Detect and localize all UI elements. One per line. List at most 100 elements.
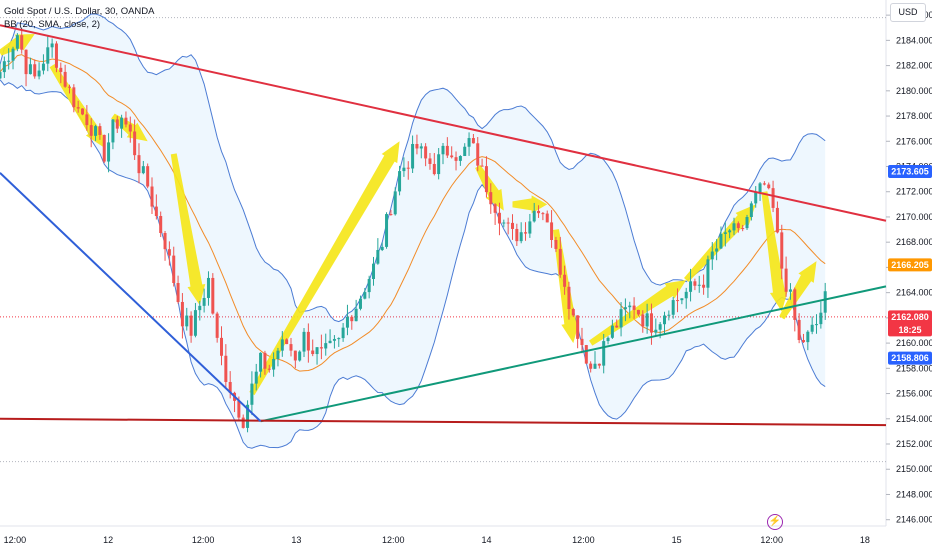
support-trendline (260, 285, 887, 423)
candle-body (202, 297, 206, 306)
y-tick-label: 2168.000 (896, 237, 932, 247)
candle-body (98, 126, 102, 135)
candle-body (615, 325, 619, 328)
candle-body (198, 305, 202, 311)
candle-body (328, 340, 332, 344)
candle-body (793, 289, 797, 320)
candle-body (24, 49, 28, 75)
candle-body (120, 117, 124, 129)
candle-body (671, 300, 675, 315)
candle-body (393, 191, 397, 215)
x-tick-label: 12:00 (572, 535, 595, 545)
candle-body (206, 277, 210, 298)
candle-body (159, 216, 163, 233)
bb-basis-tag: 2166.205 (891, 260, 929, 270)
candle-body (241, 417, 245, 428)
candle-body (315, 347, 319, 355)
candle-body (385, 214, 389, 247)
bb-lower-tag-bg (888, 351, 932, 365)
candle-body (324, 343, 328, 349)
candle-body (558, 248, 562, 275)
candle-body (228, 381, 232, 393)
candle-body (350, 316, 354, 322)
candle-body (224, 355, 228, 382)
current-price-tag: 2162.080 (891, 312, 929, 322)
candle-body (363, 292, 367, 299)
candle-body (432, 163, 436, 175)
candle-body (107, 142, 111, 162)
candle-body (94, 126, 98, 136)
candle-body (554, 239, 558, 249)
candle-body (702, 284, 706, 288)
candle-body (419, 146, 423, 149)
candle-body (402, 167, 406, 172)
candle-body (571, 309, 575, 316)
candle-body (246, 404, 250, 428)
candle-body (767, 184, 771, 189)
candle-body (754, 192, 758, 204)
candle-body (801, 340, 805, 343)
y-tick-label: 2148.000 (896, 489, 932, 499)
candle-body (150, 186, 154, 207)
horizontal-support-line (0, 417, 887, 427)
candle-body (115, 119, 119, 129)
y-tick-label: 2172.000 (896, 187, 932, 197)
x-tick-label: 12:00 (192, 535, 215, 545)
x-tick-label: 12:00 (4, 535, 27, 545)
lightning-icon[interactable]: ⚡ (767, 514, 783, 530)
candle-body (819, 312, 823, 325)
y-tick-label: 2152.000 (896, 439, 932, 449)
candle-body (41, 63, 45, 71)
currency-button[interactable]: USD (890, 3, 926, 22)
candle-body (237, 400, 241, 418)
candle-body (7, 60, 11, 62)
candle-body (667, 314, 671, 316)
candle-body (454, 157, 458, 161)
candle-body (259, 352, 263, 372)
bb-basis-tag-bg (888, 258, 932, 272)
candle-body (67, 86, 71, 88)
candle-body (593, 363, 597, 369)
indicator-title[interactable]: BB (20, SMA, close, 2) (4, 19, 101, 30)
candle-body (654, 329, 658, 333)
candle-body (167, 249, 171, 256)
candle-body (528, 221, 532, 234)
candle-body (428, 158, 432, 164)
annotation-arrow (761, 191, 788, 312)
candle-body (489, 192, 493, 205)
candle-body (458, 156, 462, 161)
candle-body (623, 307, 627, 310)
y-tick-label: 2180.000 (896, 86, 932, 96)
candle-body (689, 281, 693, 292)
candle-body (697, 284, 701, 286)
candle-body (337, 338, 341, 340)
symbol-title[interactable]: Gold Spot / U.S. Dollar, 30, OANDA (4, 6, 155, 17)
candle-body (193, 310, 197, 336)
candle-body (519, 232, 523, 242)
y-tick-label: 2176.000 (896, 136, 932, 146)
candle-body (28, 64, 32, 75)
candle-body (146, 166, 150, 187)
candle-body (76, 107, 80, 109)
candle-body (641, 314, 645, 327)
candle-body (280, 339, 284, 351)
annotation-arrow (779, 261, 817, 320)
x-tick-label: 12 (103, 535, 113, 545)
candle-body (810, 324, 814, 332)
candle-body (463, 146, 467, 157)
candle-body (532, 210, 536, 222)
candle-body (59, 67, 63, 72)
y-tick-label: 2170.000 (896, 212, 932, 222)
candle-body (124, 117, 128, 125)
candle-body (306, 331, 310, 351)
annotation-arrow (170, 153, 206, 306)
y-tick-label: 2178.000 (896, 111, 932, 121)
candle-body (658, 324, 662, 330)
candle-body (128, 124, 132, 132)
candle-body (706, 259, 710, 288)
candle-body (589, 363, 593, 369)
bb-upper-tag: 2173.605 (891, 166, 929, 176)
candle-body (445, 145, 449, 156)
candle-body (515, 228, 519, 242)
